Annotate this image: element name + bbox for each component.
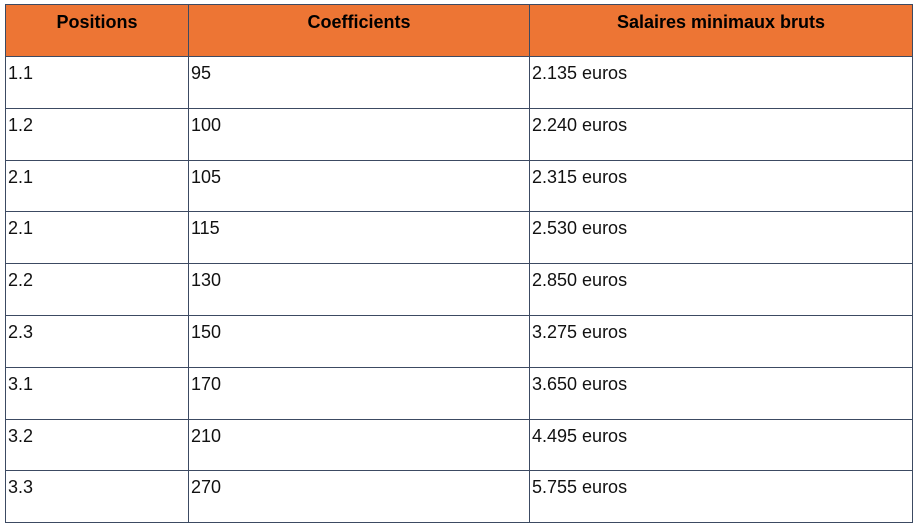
cell-coefficient: 105 — [188, 159, 530, 213]
cell-coefficient: 100 — [188, 107, 530, 161]
cell-position: 1.2 — [5, 107, 189, 161]
cell-salaire: 4.495 euros — [529, 418, 913, 472]
cell-coefficient: 130 — [188, 263, 530, 316]
cell-position: 3.2 — [5, 418, 189, 472]
header-coefficients: Coefficients — [188, 4, 530, 57]
cell-position: 1.1 — [5, 56, 189, 109]
cell-salaire: 5.755 euros — [529, 470, 913, 524]
cell-coefficient: 270 — [188, 470, 530, 524]
cell-position: 2.1 — [5, 159, 189, 213]
header-salaires: Salaires minimaux bruts — [529, 4, 913, 57]
table-row: 3.3 270 5.755 euros — [5, 470, 913, 524]
table-row: 2.1 115 2.530 euros — [5, 211, 913, 265]
table-row: 2.3 150 3.275 euros — [5, 314, 913, 368]
cell-salaire: 2.240 euros — [529, 107, 913, 161]
salary-table: Positions Coefficients Salaires minimaux… — [5, 4, 913, 524]
cell-salaire: 2.530 euros — [529, 211, 913, 265]
table-row: 3.1 170 3.650 euros — [5, 366, 913, 420]
cell-salaire: 2.315 euros — [529, 159, 913, 213]
cell-position: 2.1 — [5, 211, 189, 265]
cell-salaire: 3.650 euros — [529, 366, 913, 420]
table-row: 2.2 130 2.850 euros — [5, 263, 913, 316]
cell-position: 2.3 — [5, 314, 189, 368]
cell-position: 3.1 — [5, 366, 189, 420]
cell-position: 3.3 — [5, 470, 189, 524]
cell-coefficient: 170 — [188, 366, 530, 420]
cell-position: 2.2 — [5, 263, 189, 316]
cell-coefficient: 95 — [188, 56, 530, 109]
header-positions: Positions — [5, 4, 189, 57]
cell-coefficient: 210 — [188, 418, 530, 472]
table-row: 1.2 100 2.240 euros — [5, 107, 913, 161]
table-row: 1.1 95 2.135 euros — [5, 56, 913, 109]
cell-salaire: 3.275 euros — [529, 314, 913, 368]
header-row: Positions Coefficients Salaires minimaux… — [5, 4, 913, 57]
table-row: 3.2 210 4.495 euros — [5, 418, 913, 472]
cell-coefficient: 115 — [188, 211, 530, 265]
cell-salaire: 2.850 euros — [529, 263, 913, 316]
table-row: 2.1 105 2.315 euros — [5, 159, 913, 213]
cell-coefficient: 150 — [188, 314, 530, 368]
cell-salaire: 2.135 euros — [529, 56, 913, 109]
